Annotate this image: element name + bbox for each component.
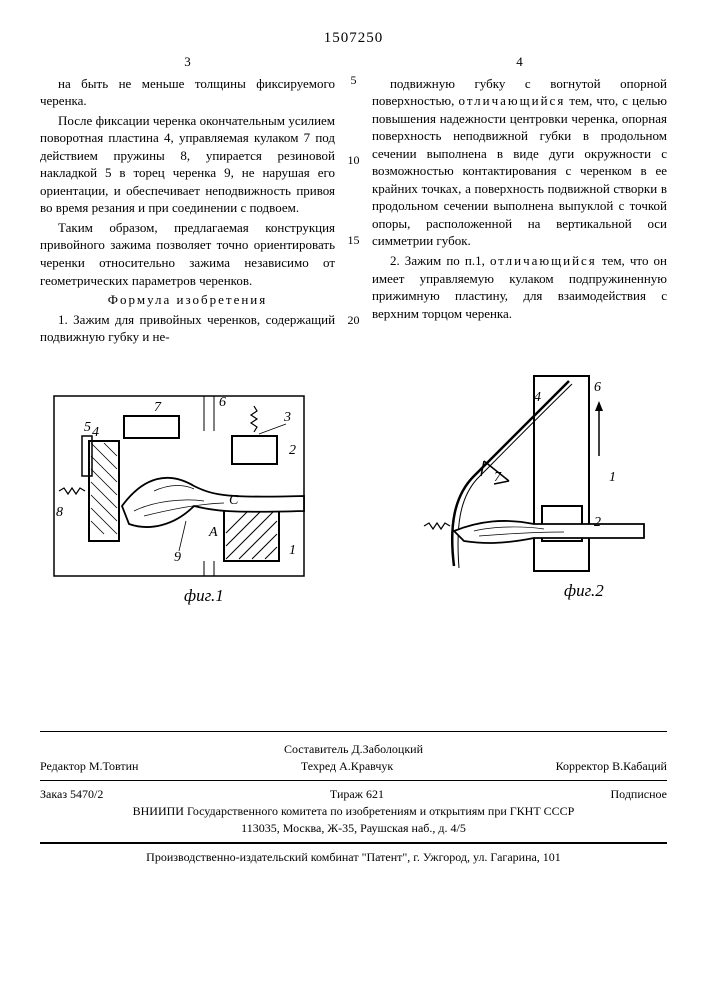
svg-text:7: 7 bbox=[494, 470, 502, 485]
para-r1b: отличающийся bbox=[458, 93, 565, 108]
para-r2a: 2. Зажим по п.1, bbox=[390, 253, 485, 268]
figures-svg: 5 7 6 3 2 4 8 9 C A 1 фиг.1 bbox=[44, 366, 664, 616]
footer-subscribe: Подписное bbox=[611, 787, 668, 802]
svg-text:6: 6 bbox=[594, 380, 601, 395]
svg-text:1: 1 bbox=[609, 470, 616, 485]
para-l2: После фиксации черенка окончательным уси… bbox=[40, 112, 335, 217]
para-r2: 2. Зажим по п.1, отличающийся тем, что о… bbox=[372, 252, 667, 322]
svg-text:4: 4 bbox=[534, 390, 541, 405]
para-r1: подвижную губку с вогнутой опорной повер… bbox=[372, 75, 667, 250]
line-number-gutter: 5 10 15 20 bbox=[345, 53, 362, 348]
svg-text:7: 7 bbox=[154, 400, 162, 415]
line-num: 15 bbox=[345, 233, 362, 248]
para-l3: Таким образом, предлагаемая конструкция … bbox=[40, 219, 335, 289]
left-col-number: 3 bbox=[40, 53, 335, 71]
para-l4: 1. Зажим для привойных черенков, содержа… bbox=[40, 311, 335, 346]
svg-text:4: 4 bbox=[92, 425, 99, 440]
text-columns: 3 на быть не меньше толщины фиксируемого… bbox=[40, 53, 667, 348]
svg-text:фиг.1: фиг.1 bbox=[184, 586, 224, 605]
svg-text:фиг.2: фиг.2 bbox=[564, 581, 604, 600]
svg-text:3: 3 bbox=[283, 410, 291, 425]
patent-page: 1507250 3 на быть не меньше толщины фикс… bbox=[0, 0, 707, 897]
footer-addr2: Производственно-издательский комбинат "П… bbox=[40, 850, 667, 865]
para-r1c: тем, что, с целью повышения надежности ц… bbox=[372, 93, 667, 248]
footer-tirage: Тираж 621 bbox=[330, 787, 384, 802]
svg-text:C: C bbox=[229, 493, 239, 508]
footer-block: Составитель Д.Заболоцкий Редактор М.Товт… bbox=[40, 731, 667, 865]
left-column: 3 на быть не меньше толщины фиксируемого… bbox=[40, 53, 335, 348]
svg-text:9: 9 bbox=[174, 550, 181, 565]
svg-text:5: 5 bbox=[84, 420, 91, 435]
patent-number: 1507250 bbox=[40, 30, 667, 47]
formula-title: Формула изобретения bbox=[40, 291, 335, 309]
footer-order: Заказ 5470/2 bbox=[40, 787, 103, 802]
svg-text:6: 6 bbox=[219, 395, 226, 410]
para-l1: на быть не меньше толщины фиксируемого ч… bbox=[40, 75, 335, 110]
line-num: 20 bbox=[345, 313, 362, 328]
figures-area: 5 7 6 3 2 4 8 9 C A 1 фиг.1 bbox=[40, 366, 667, 621]
line-num: 5 bbox=[345, 73, 362, 88]
footer-addr1: 113035, Москва, Ж-35, Раушская наб., д. … bbox=[40, 821, 667, 836]
right-col-number: 4 bbox=[372, 53, 667, 71]
right-column: 4 подвижную губку с вогнутой опорной пов… bbox=[372, 53, 667, 348]
svg-text:2: 2 bbox=[289, 443, 296, 458]
line-num: 10 bbox=[345, 153, 362, 168]
footer-org: ВНИИПИ Государственного комитета по изоб… bbox=[40, 804, 667, 819]
footer-corrector: Корректор В.Кабаций bbox=[556, 759, 667, 774]
svg-text:2: 2 bbox=[594, 515, 601, 530]
svg-text:1: 1 bbox=[289, 543, 296, 558]
footer-editor: Редактор М.Товтин bbox=[40, 759, 138, 774]
footer-techred: Техред А.Кравчук bbox=[301, 759, 393, 774]
svg-text:A: A bbox=[208, 525, 218, 540]
footer-compiler: Составитель Д.Заболоцкий bbox=[40, 742, 667, 757]
svg-text:8: 8 bbox=[56, 505, 63, 520]
para-r2b: отличающийся bbox=[490, 253, 597, 268]
